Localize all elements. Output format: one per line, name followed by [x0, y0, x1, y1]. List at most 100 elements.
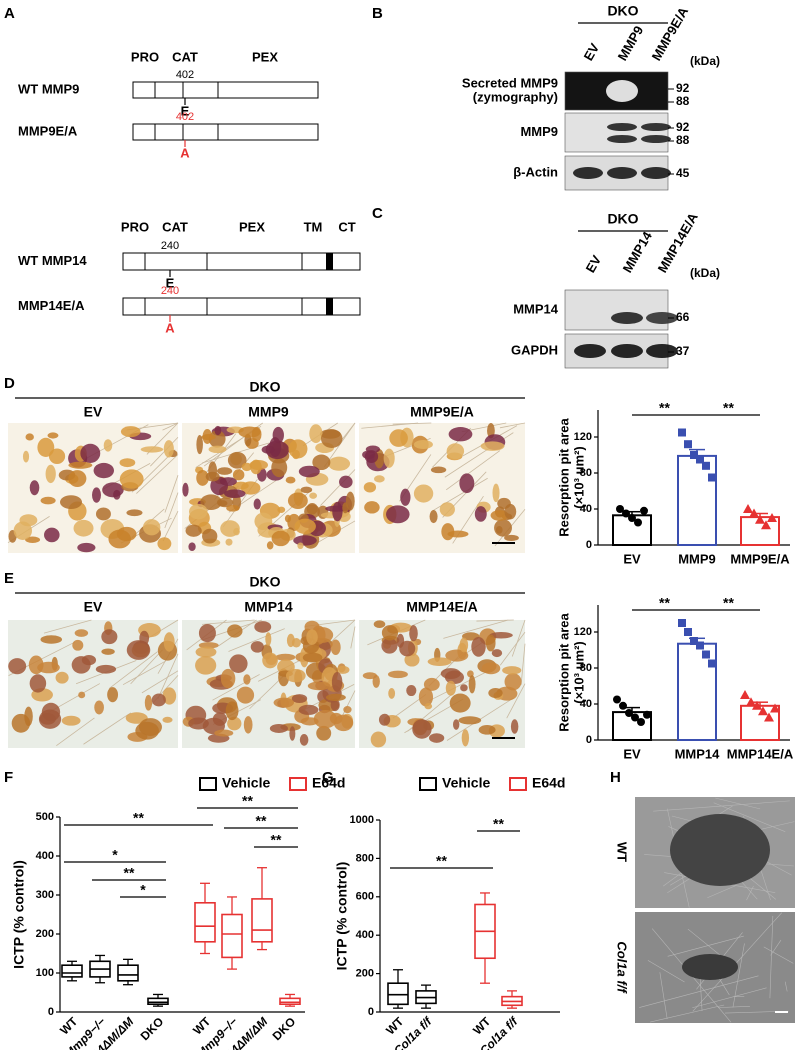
cell: [119, 458, 136, 468]
cell: [119, 469, 144, 489]
cell: [300, 717, 319, 726]
cell: [400, 488, 411, 506]
y-tick-label: 40: [580, 503, 592, 515]
sem-texture: [707, 885, 737, 899]
blot: [564, 112, 669, 153]
cell: [502, 666, 522, 675]
data-point: [690, 451, 698, 459]
cell: [277, 506, 286, 513]
cell: [140, 446, 164, 453]
legend-label: Vehicle: [222, 775, 270, 791]
significance-label: **: [659, 400, 670, 416]
cell: [163, 632, 175, 652]
streak: [445, 450, 501, 491]
cell: [212, 712, 227, 726]
construct-label: WT MMP9: [18, 81, 79, 96]
data-point: [752, 700, 762, 710]
streak: [162, 422, 179, 431]
box: [61, 964, 83, 978]
sem-texture: [647, 960, 685, 983]
data-point: [616, 505, 624, 513]
group-label: DKO: [607, 211, 638, 227]
streak: [506, 683, 526, 719]
cell: [28, 655, 44, 675]
image-label: WT: [615, 842, 630, 862]
cell: [74, 629, 89, 637]
cell: [202, 528, 218, 544]
cell: [440, 668, 461, 679]
marker-label: 66: [676, 310, 690, 324]
legend-label: E64d: [532, 775, 565, 791]
site-number: 402: [176, 69, 194, 81]
cell: [144, 694, 153, 711]
data-point: [684, 628, 692, 636]
data-point: [613, 695, 621, 704]
cell: [363, 482, 377, 493]
band: [574, 344, 606, 358]
cell: [220, 668, 236, 689]
box: [251, 898, 273, 943]
data-point: [746, 697, 756, 707]
cell: [103, 439, 113, 452]
data-point: [708, 659, 716, 668]
residue: A: [165, 320, 175, 335]
cell: [11, 713, 31, 733]
cell: [449, 693, 471, 713]
cell: [461, 729, 470, 747]
cell: [163, 440, 174, 458]
cell: [343, 706, 352, 714]
cell: [491, 649, 503, 658]
data-point: [767, 513, 777, 522]
band: [641, 123, 671, 131]
band: [611, 312, 643, 324]
cell: [37, 437, 55, 458]
panel-letter: F: [4, 769, 13, 786]
data-point: [761, 520, 771, 530]
streak: [130, 649, 163, 685]
cell: [254, 512, 273, 531]
y-tick-label: 300: [36, 889, 54, 901]
cell: [494, 519, 512, 537]
cell: [287, 492, 308, 509]
streak: [429, 668, 492, 702]
legend-swatch: [419, 777, 437, 791]
cell: [309, 492, 318, 499]
cell: [387, 670, 408, 679]
cell: [446, 443, 465, 460]
site-number: 402: [176, 111, 194, 123]
cell: [243, 716, 253, 734]
cell: [224, 489, 246, 498]
y-tick-label: 400: [36, 850, 54, 862]
y-tick-label: 500: [36, 811, 54, 823]
cell: [272, 426, 284, 444]
unit-label: (kDa): [690, 54, 720, 68]
cell: [474, 506, 487, 522]
cell: [302, 652, 323, 663]
group-label: DKO: [249, 574, 280, 590]
cell: [233, 527, 240, 536]
y-tick-label: 200: [356, 968, 374, 980]
cell: [378, 713, 391, 726]
cell: [25, 536, 41, 543]
box: [147, 997, 169, 1005]
cell: [373, 620, 386, 628]
y-tick-label: 400: [356, 929, 374, 941]
cell: [29, 480, 40, 496]
cell: [285, 476, 296, 484]
cell: [406, 684, 417, 697]
cell: [93, 462, 115, 479]
sem-texture: [713, 802, 786, 832]
y-tick-label: 600: [356, 891, 374, 903]
cell: [328, 456, 351, 471]
significance-label: *: [140, 882, 146, 898]
cell: [383, 448, 395, 468]
cell: [448, 427, 473, 442]
cell: [214, 729, 234, 737]
streak: [157, 653, 179, 699]
bar: [677, 454, 717, 546]
cell: [195, 656, 217, 675]
cell: [413, 484, 434, 503]
y-tick-label: 200: [36, 928, 54, 940]
row-label: β-Actin: [513, 164, 558, 179]
cell: [226, 504, 240, 512]
